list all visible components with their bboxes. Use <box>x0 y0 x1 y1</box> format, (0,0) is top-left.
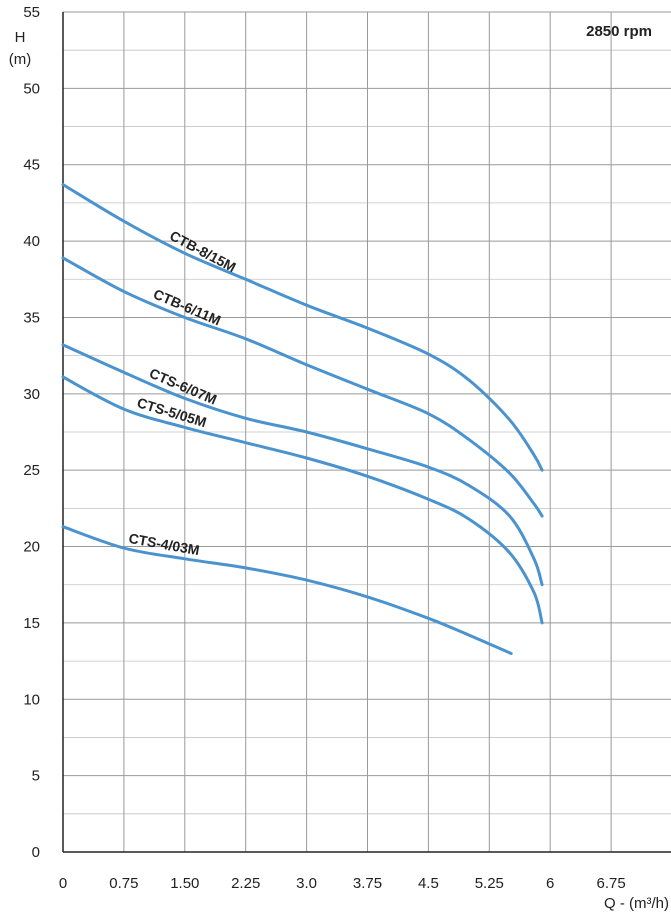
x-tick-label: 2.25 <box>231 875 260 892</box>
x-tick-label: 6.75 <box>596 875 625 892</box>
x-tick-label: 0.75 <box>109 875 138 892</box>
y-tick-label: 10 <box>23 691 40 708</box>
x-tick-label: 4.5 <box>418 875 439 892</box>
series-line-cts-4-03m <box>61 525 513 655</box>
y-axis-title-line1: H <box>15 29 26 46</box>
rpm-annotation: 2850 rpm <box>586 23 652 40</box>
series-line-ctb-6-11m <box>61 256 544 518</box>
y-tick-label: 35 <box>23 309 40 326</box>
y-tick-label: 40 <box>23 233 40 250</box>
y-tick-label: 55 <box>23 4 40 21</box>
y-tick-label: 25 <box>23 462 40 479</box>
axes <box>62 12 671 853</box>
x-axis-title: Q - (m³/h) <box>604 895 669 912</box>
x-tick-labels: 0 0.75 1.50 2.25 3.0 3.75 4.5 5.25 6 6.75 <box>59 875 626 892</box>
y-axis-title-line2: (m) <box>9 51 32 68</box>
y-tick-label: 15 <box>23 615 40 632</box>
series-label: CTS-4/03M <box>127 530 200 558</box>
y-tick-label: 45 <box>23 157 40 174</box>
y-tick-label: 50 <box>23 80 40 97</box>
y-tick-label: 30 <box>23 386 40 403</box>
x-tick-label: 0 <box>59 875 67 892</box>
y-tick-labels: 0 5 10 15 20 25 30 35 40 45 50 55 <box>23 4 40 861</box>
x-tick-label: 5.25 <box>475 875 504 892</box>
y-tick-label: 20 <box>23 539 40 556</box>
x-tick-label: 3.75 <box>353 875 382 892</box>
series-line-ctb-8-15m <box>61 183 544 472</box>
series-lines <box>61 183 544 655</box>
x-tick-label: 3.0 <box>296 875 317 892</box>
x-tick-label: 6 <box>546 875 554 892</box>
y-tick-label: 5 <box>32 768 40 785</box>
y-tick-label: 0 <box>32 844 40 861</box>
series-line-cts-5-05m <box>61 375 544 625</box>
x-tick-label: 1.50 <box>170 875 199 892</box>
series-line-cts-6-07m <box>61 343 544 587</box>
grid <box>63 11 671 852</box>
